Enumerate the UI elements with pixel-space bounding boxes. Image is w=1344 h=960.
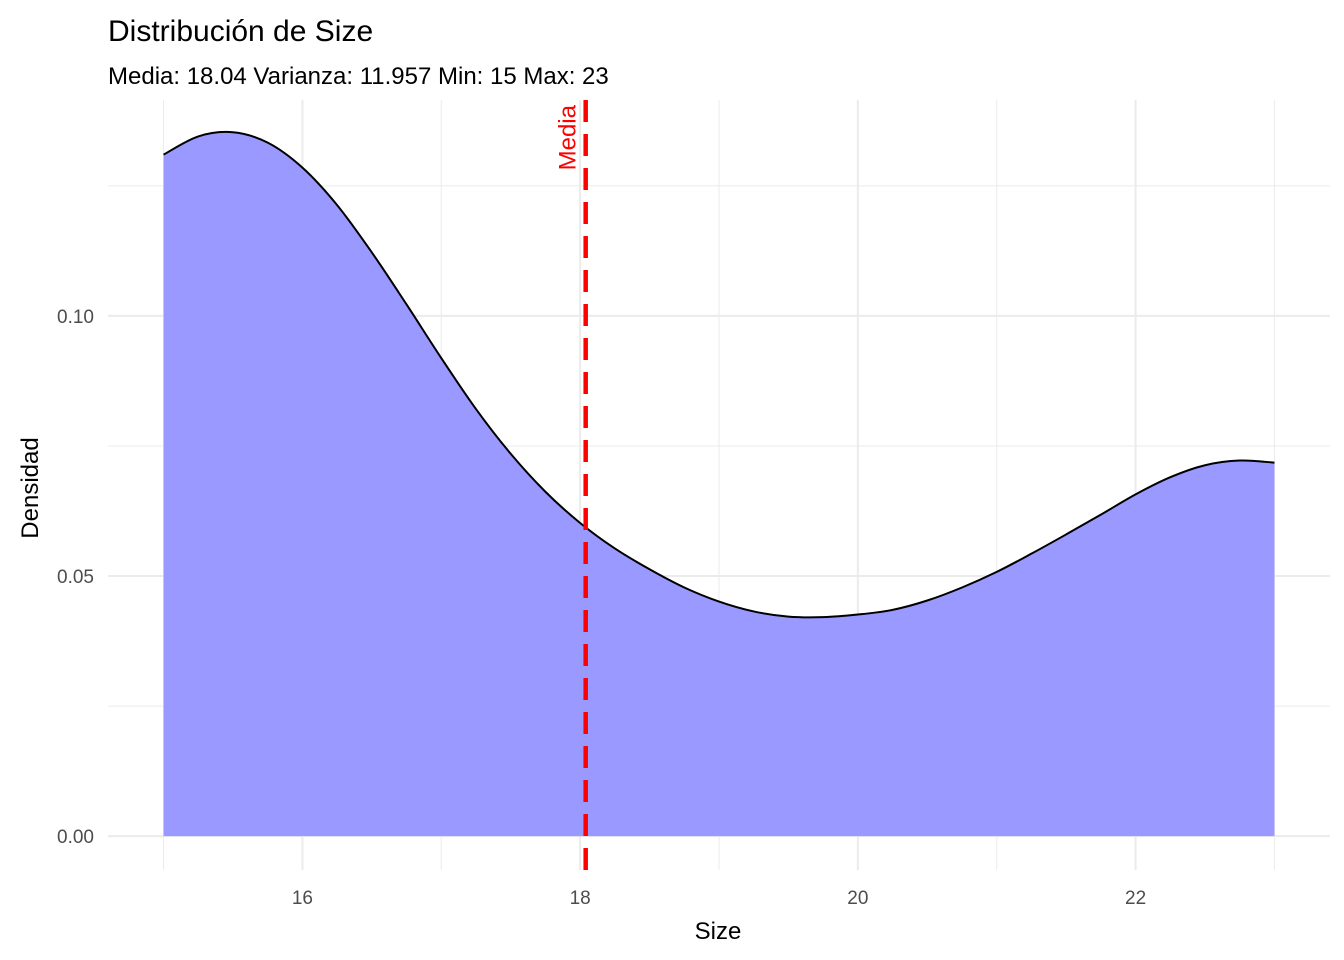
- x-tick-label: 18: [570, 888, 591, 909]
- x-tick-label: 22: [1125, 888, 1146, 909]
- chart-title: Distribución de Size: [108, 15, 373, 48]
- y-axis-title: Densidad: [17, 437, 44, 538]
- tick-labels: 16 18 20 22 0.00 0.05 0.10: [57, 307, 1146, 909]
- plot-area: Media: [163, 100, 1275, 870]
- mean-line-label: Media: [555, 104, 582, 170]
- x-tick-label: 16: [292, 888, 313, 909]
- y-tick-label: 0.05: [57, 567, 94, 588]
- x-axis-title: Size: [695, 918, 742, 945]
- x-tick-label: 20: [847, 888, 868, 909]
- density-area: [163, 131, 1275, 837]
- density-curve: [163, 130, 1275, 619]
- chart-subtitle: Media: 18.04 Varianza: 11.957 Min: 15 Ma…: [108, 63, 609, 90]
- y-tick-label: 0.00: [57, 827, 94, 848]
- y-tick-label: 0.10: [57, 307, 94, 328]
